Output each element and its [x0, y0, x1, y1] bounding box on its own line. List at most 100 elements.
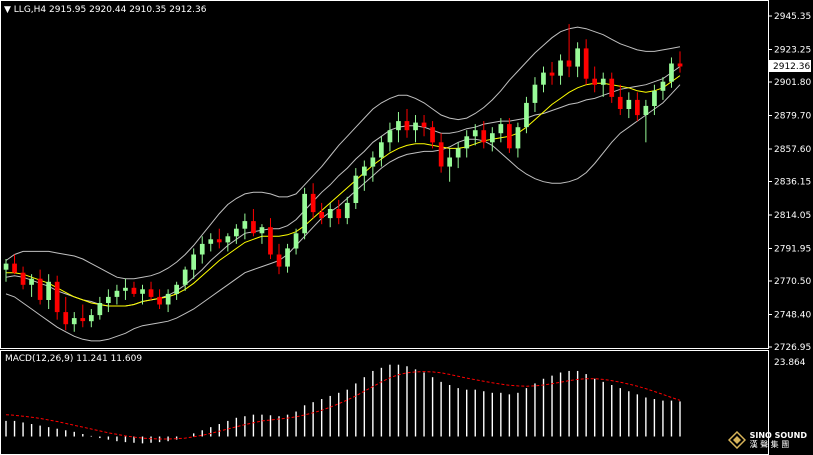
price-tick-label: 2748.40 — [774, 310, 811, 320]
bear-candle — [54, 281, 60, 313]
bull-candle — [472, 130, 478, 137]
bull-candle — [353, 175, 359, 203]
bear-candle — [37, 278, 43, 300]
bull-candle — [174, 284, 179, 294]
logo-name: SINO SOUND — [749, 431, 807, 440]
bull-candle — [140, 289, 145, 294]
bull-candle — [652, 90, 657, 106]
price-tick-label: 2945.35 — [774, 12, 811, 22]
bollinger-upper-line — [5, 26, 681, 280]
bull-candle — [370, 157, 376, 167]
bull-candle — [106, 296, 111, 303]
bull-candle — [362, 166, 367, 176]
bull-candle — [532, 84, 538, 103]
bull-candle — [541, 72, 546, 85]
bear-candle — [592, 78, 597, 85]
bull-candle — [626, 99, 632, 109]
current-price-tag — [769, 59, 811, 72]
price-tick-label: 2901.80 — [774, 78, 811, 88]
bull-candle — [242, 221, 248, 229]
macd-header: MACD(12,26,9) 11.241 11.609 — [5, 354, 143, 364]
bull-candle — [191, 254, 196, 270]
price-tick-label: 2857.60 — [774, 145, 811, 155]
bear-candle — [336, 209, 342, 219]
bear-candle — [635, 99, 640, 116]
bear-candle — [438, 142, 444, 167]
bollinger-middle-line — [5, 66, 681, 307]
price-axis: 2945.35 2923.25 2901.80 2879.70 2857.60 2836.… — [768, 12, 811, 368]
bear-candle — [609, 78, 615, 97]
bull-candle — [600, 78, 606, 85]
bull-candle — [490, 133, 495, 143]
macd-panel — [5, 364, 681, 444]
bear-candle — [157, 296, 162, 305]
bear-candle — [310, 193, 316, 213]
bull-candle — [199, 243, 205, 255]
symbol-header: ▼ LLG,H4 2915.95 2920.44 2910.35 2912.36 — [4, 5, 206, 15]
bear-candle — [80, 318, 86, 322]
bull-candle — [208, 239, 214, 244]
bear-candle — [481, 130, 487, 143]
current-price-label: 2912.36 — [773, 62, 810, 72]
price-panel-frame — [0, 0, 769, 349]
price-tick-label: 2791.95 — [774, 244, 811, 254]
bull-candle — [89, 315, 94, 322]
bull-candle — [182, 269, 188, 285]
bear-candle — [319, 212, 324, 219]
bear-candle — [617, 96, 623, 109]
bear-candle — [583, 48, 589, 79]
bull-candle — [327, 209, 333, 219]
bull-candle — [387, 130, 393, 143]
macd-tick-label: 23.864 — [774, 358, 806, 368]
bull-candle — [660, 81, 666, 91]
bear-candle — [251, 221, 256, 234]
bull-candle — [225, 236, 231, 243]
bull-candle — [165, 293, 171, 305]
bull-candle — [302, 193, 307, 234]
bear-candle — [549, 72, 555, 76]
bear-candle — [12, 263, 17, 273]
bull-candle — [524, 102, 529, 128]
price-tick-label: 2879.70 — [774, 111, 811, 121]
price-tick-label: 2726.95 — [774, 343, 811, 353]
bull-candle — [464, 136, 470, 149]
price-tick-label: 2770.50 — [774, 277, 811, 287]
bear-candle — [421, 122, 427, 128]
bull-candle — [71, 318, 77, 325]
bull-candle — [114, 290, 120, 297]
bull-candle — [643, 105, 649, 115]
logo-subtitle: 漢 聲 集 團 — [749, 440, 790, 449]
bull-candle — [447, 157, 452, 167]
price-tick-label: 2923.25 — [774, 45, 811, 55]
bull-candle — [413, 122, 418, 131]
bull-candle — [46, 281, 51, 300]
bear-candle — [216, 239, 222, 243]
bear-candle — [677, 63, 683, 67]
bear-candle — [131, 287, 137, 294]
bull-candle — [3, 263, 9, 270]
bear-candle — [430, 127, 435, 143]
sino-sound-logo: SINO SOUND 漢 聲 集 團 — [727, 431, 807, 449]
price-tick-label: 2814.05 — [774, 211, 811, 221]
bull-candle — [396, 121, 401, 131]
diamond-logo-icon — [727, 431, 746, 449]
bear-candle — [507, 124, 512, 149]
bull-candle — [259, 227, 265, 234]
price-tick-label: 2836.15 — [774, 178, 811, 188]
bear-candle — [566, 60, 572, 67]
bull-candle — [498, 124, 504, 134]
bear-candle — [20, 272, 26, 285]
bollinger-lower-line — [5, 84, 681, 342]
collapse-triangle-icon[interactable]: ▼ — [4, 5, 11, 15]
bear-candle — [276, 254, 282, 267]
bull-candle — [97, 303, 103, 316]
bear-candle — [63, 312, 69, 325]
macd-signal-line — [5, 371, 681, 440]
bear-candle — [404, 121, 410, 131]
bear-candle — [268, 227, 273, 255]
bull-candle — [234, 228, 239, 237]
macd-panel-frame — [0, 350, 769, 455]
bull-candle — [285, 248, 290, 267]
bull-candle — [575, 48, 580, 67]
